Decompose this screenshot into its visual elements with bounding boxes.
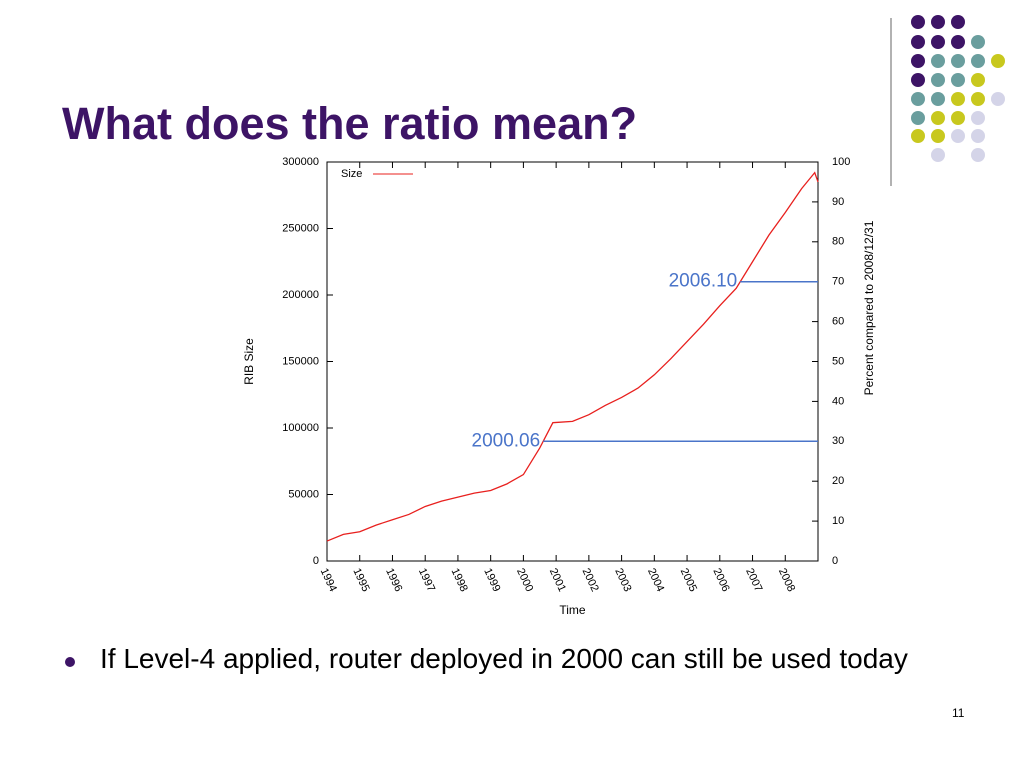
y-tick-label: 50000 [288,488,319,500]
y-tick-label: 150000 [282,355,319,367]
x-tick-label: 1994 [318,566,339,593]
decoration [890,15,1005,186]
x-tick-label: 1998 [449,566,470,593]
y2-tick-label: 80 [832,236,844,248]
x-tick-label: 2004 [645,566,666,593]
x-tick-label: 2002 [580,566,601,593]
bullet-box: If Level-4 applied, router deployed in 2… [100,643,908,674]
x-tick-label: 1997 [416,566,437,593]
y-tick-label: 250000 [282,222,319,234]
y2-tick-label: 100 [832,156,850,168]
y-tick-label: 0 [313,555,319,567]
x-tick-label: 1996 [383,566,404,593]
dot-grid [911,15,1005,162]
y-tick-label: 200000 [282,289,319,301]
y2-tick-label: 40 [832,395,844,407]
y-axis-label: RIB Size [242,338,256,385]
annotation-text: 2006.10 [669,271,738,292]
x-tick-label: 2007 [743,566,764,593]
x-tick-label: 2001 [547,566,568,593]
plot-frame [326,161,819,562]
y-tick-label: 100000 [282,422,319,434]
x-tick-label: 2000 [514,566,535,593]
y2-tick-label: 30 [832,435,844,447]
legend-label: Size [341,168,362,180]
page-number: 11 [952,706,965,720]
y2-tick-label: 0 [832,555,838,567]
chart: 0 50000 100000 150000 200000 250000 300000 0 10 2… [242,156,876,617]
annotation-text: 2000.06 [472,430,541,451]
bullet-dot [65,657,75,667]
y2-tick-label: 70 [832,276,844,288]
y2-tick-label: 50 [832,355,844,367]
data-line [326,171,819,542]
slide-title: What does the ratio mean? [62,98,637,149]
y2-tick-label: 90 [832,196,844,208]
x-tick-label: 2003 [612,566,633,593]
x-tick-label: 1999 [481,566,502,593]
x-tick-label: 2005 [678,566,699,593]
x-tick-label: 1995 [350,566,371,593]
y-tick-label: 300000 [282,156,319,168]
x-axis-label: Time [559,603,586,617]
y2-axis-label: Percent compared to 2008/12/31 [862,220,876,395]
x-tick-label: 2008 [776,566,797,593]
y2-tick-label: 10 [832,515,844,527]
x-tick-label: 2006 [710,566,731,593]
y2-tick-label: 20 [832,475,844,487]
y2-tick-label: 60 [832,316,844,328]
bullet-text: If Level-4 applied, router deployed in 2… [100,643,908,674]
